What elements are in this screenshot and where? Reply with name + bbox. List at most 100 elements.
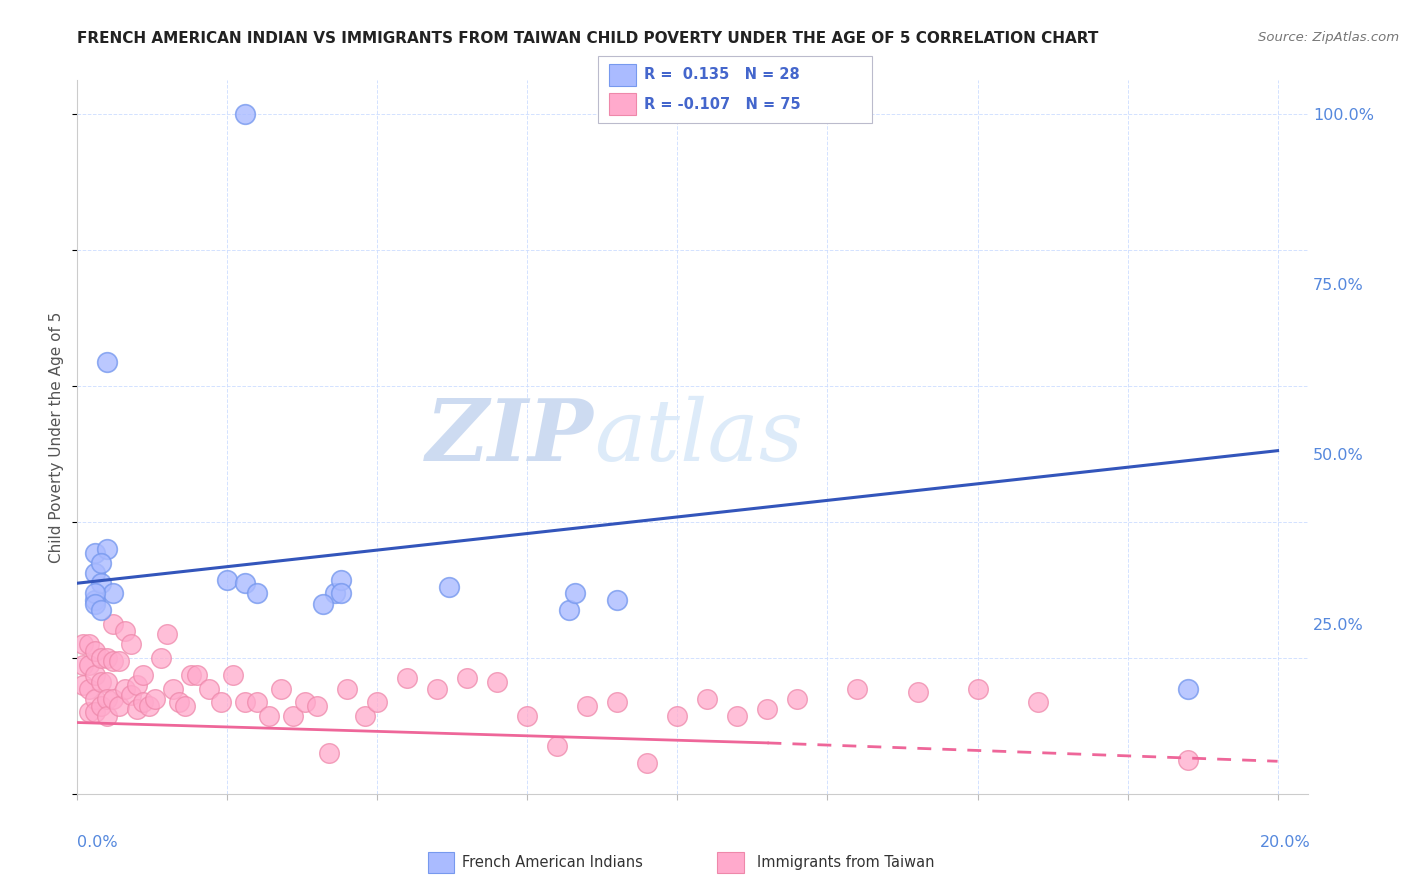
Point xyxy=(546,739,568,754)
Text: R = -0.107   N = 75: R = -0.107 N = 75 xyxy=(644,96,801,112)
Bar xyxy=(609,63,636,86)
Point xyxy=(174,698,197,713)
Point xyxy=(90,674,112,689)
Point xyxy=(270,681,292,696)
Point xyxy=(294,695,316,709)
Point xyxy=(84,546,107,560)
Text: Source: ZipAtlas.com: Source: ZipAtlas.com xyxy=(1258,31,1399,45)
Point xyxy=(966,681,988,696)
Point xyxy=(103,691,125,706)
Point xyxy=(696,691,718,706)
Point xyxy=(79,681,101,696)
Point xyxy=(325,586,347,600)
Point xyxy=(235,576,257,591)
Point xyxy=(439,580,461,594)
Point xyxy=(486,674,509,689)
Point xyxy=(108,654,131,668)
Point xyxy=(606,593,628,607)
Point xyxy=(576,698,599,713)
Point xyxy=(246,586,269,600)
Point xyxy=(108,698,131,713)
Point xyxy=(96,542,118,557)
Point xyxy=(156,627,179,641)
Y-axis label: Child Poverty Under the Age of 5: Child Poverty Under the Age of 5 xyxy=(49,311,65,563)
Point xyxy=(103,617,125,632)
Point xyxy=(90,603,112,617)
Point xyxy=(907,685,929,699)
Point xyxy=(114,624,136,638)
Point xyxy=(103,586,125,600)
Text: atlas: atlas xyxy=(595,396,803,478)
Point xyxy=(96,651,118,665)
Point xyxy=(283,708,305,723)
Text: Immigrants from Taiwan: Immigrants from Taiwan xyxy=(758,855,935,870)
Point xyxy=(114,681,136,696)
Point xyxy=(606,695,628,709)
Point xyxy=(84,597,107,611)
Point xyxy=(84,593,107,607)
Point xyxy=(127,678,149,692)
Point xyxy=(198,681,221,696)
Point xyxy=(90,698,112,713)
Point xyxy=(307,698,329,713)
Text: FRENCH AMERICAN INDIAN VS IMMIGRANTS FROM TAIWAN CHILD POVERTY UNDER THE AGE OF : FRENCH AMERICAN INDIAN VS IMMIGRANTS FRO… xyxy=(77,31,1098,46)
Point xyxy=(120,689,142,703)
Point xyxy=(132,695,155,709)
Point xyxy=(354,708,377,723)
Bar xyxy=(717,852,744,873)
Point xyxy=(516,708,538,723)
Point xyxy=(456,671,478,685)
Point xyxy=(79,637,101,651)
Point xyxy=(84,668,107,682)
Point xyxy=(222,668,245,682)
Point xyxy=(79,657,101,672)
Point xyxy=(366,695,388,709)
Point xyxy=(90,556,112,570)
Point xyxy=(727,708,749,723)
Text: 0.0%: 0.0% xyxy=(77,836,118,850)
Point xyxy=(84,566,107,580)
Point xyxy=(209,695,232,709)
Point xyxy=(84,644,107,658)
Text: 20.0%: 20.0% xyxy=(1260,836,1310,850)
Point xyxy=(72,657,94,672)
Bar xyxy=(427,852,454,873)
Point xyxy=(312,597,335,611)
Point xyxy=(150,651,173,665)
Point xyxy=(96,691,118,706)
Point xyxy=(235,107,257,121)
Point xyxy=(96,708,118,723)
Point xyxy=(426,681,449,696)
Point xyxy=(79,706,101,720)
Point xyxy=(558,603,581,617)
Point xyxy=(186,668,208,682)
Point xyxy=(162,681,184,696)
Point xyxy=(564,586,586,600)
Point xyxy=(96,355,118,369)
Point xyxy=(127,702,149,716)
Point xyxy=(96,674,118,689)
Text: ZIP: ZIP xyxy=(426,395,595,479)
Point xyxy=(90,651,112,665)
Point xyxy=(846,681,869,696)
Point xyxy=(330,573,353,587)
Point xyxy=(84,691,107,706)
Point xyxy=(235,695,257,709)
Point xyxy=(666,708,689,723)
Point xyxy=(636,756,658,771)
Point xyxy=(84,586,107,600)
Point xyxy=(318,746,340,760)
Point xyxy=(180,668,202,682)
Point xyxy=(72,637,94,651)
Point xyxy=(786,691,808,706)
Point xyxy=(169,695,191,709)
Point xyxy=(1177,681,1199,696)
Point xyxy=(138,698,160,713)
Point xyxy=(72,678,94,692)
Point xyxy=(336,681,359,696)
Point xyxy=(84,706,107,720)
Bar xyxy=(609,93,636,115)
Point xyxy=(246,695,269,709)
Point xyxy=(103,654,125,668)
Point xyxy=(90,576,112,591)
